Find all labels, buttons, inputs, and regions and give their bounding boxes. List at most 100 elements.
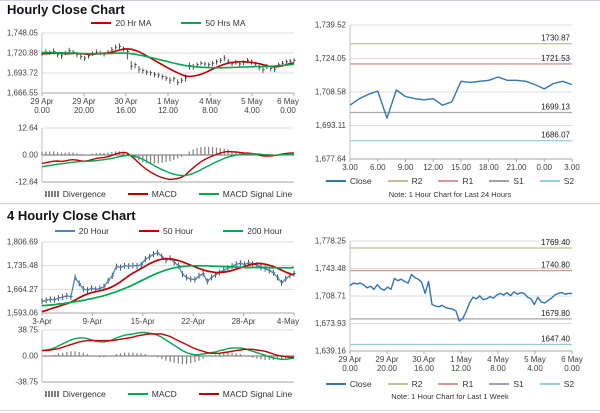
20-hour-swatch-icon <box>54 230 75 232</box>
macd-swatch-icon <box>127 393 148 395</box>
r1-swatch-icon <box>438 180 459 182</box>
divergence-bar <box>122 151 125 155</box>
legend-item-s2: S2 <box>539 176 575 186</box>
x-axis-tick-label: 28-Apr <box>232 317 256 326</box>
macd-line <box>41 331 295 361</box>
legend-item-20-hr-ma: 20 Hr MA <box>91 18 151 28</box>
divergence-bar <box>41 356 43 357</box>
pivot-week-legend: Close R2 R1 S1 S2 <box>320 379 580 389</box>
x-axis-tick-label: 6 May <box>277 97 299 106</box>
pivot-24h-note: Note: 1 Hour Chart for Last 24 Hours <box>388 190 512 199</box>
divergence-bar <box>210 355 212 356</box>
x-axis-tick-label: 29 Apr <box>338 355 361 364</box>
macd-swatch-icon <box>127 193 148 195</box>
legend-label: MACD Signal Line <box>222 389 293 399</box>
close-swatch-icon <box>325 383 346 385</box>
legend-item-s1: S1 <box>489 176 524 186</box>
divergence-bar <box>144 353 146 356</box>
x-axis-tick-label: 12.00 <box>451 364 472 373</box>
x-axis-tick-label: 16.00 <box>116 106 137 115</box>
200-hour-line <box>41 264 295 307</box>
divergence-bar <box>200 147 202 155</box>
20-hr-ma-swatch-icon <box>91 22 112 24</box>
x-axis-tick-label: 29 Apr <box>72 97 95 106</box>
x-axis-tick-label: 0.00 <box>536 163 552 172</box>
divergence-bar <box>103 356 105 358</box>
divergence-bar <box>53 151 55 155</box>
divergence-bar <box>86 353 89 356</box>
x-axis-tick-label: 8.00 <box>202 106 218 115</box>
divergence-bar <box>281 356 283 360</box>
x-axis-tick-label: 16.00 <box>414 364 435 373</box>
pivot-label-s1: 1699.13 <box>541 102 570 111</box>
legend-item-r1: R1 <box>438 379 473 389</box>
x-axis-tick-label: 30 Apr <box>412 355 435 364</box>
pivot-week-chart-canvas: 1,778.25 1,743.48 1,708.71 1,673.93 1,639.16… <box>315 237 583 374</box>
four-hourly-close-chart-panel: 1,806.69 1,735.48 1,664.27 1,593.06 3-Apr 9-A… <box>0 203 300 413</box>
divergence-bar <box>252 356 254 359</box>
divergence-bar <box>185 356 188 365</box>
x-axis-tick-label: 1 May <box>450 355 472 364</box>
x-axis-tick-label: 12.00 <box>158 106 179 115</box>
divergence-bar <box>107 356 109 357</box>
divergence-bar <box>235 353 237 356</box>
divergence-bar <box>111 355 113 356</box>
legend-label: Divergence <box>62 189 106 199</box>
s2-swatch-icon <box>539 383 560 385</box>
divergence-bar <box>169 356 171 363</box>
pivot-label-s2: 1686.07 <box>541 131 570 140</box>
divergence-bar <box>82 352 84 356</box>
close-line <box>349 273 572 322</box>
divergence-bar <box>60 152 62 155</box>
divergence-bar <box>198 356 200 361</box>
s1-swatch-icon <box>489 383 510 385</box>
divergence-bar <box>80 154 82 155</box>
divergence-bar <box>173 155 175 160</box>
x-axis-tick-label: 8.00 <box>490 364 506 373</box>
divergence-bar <box>208 146 210 155</box>
y-axis-tick-label: 1,639.16 <box>315 347 347 356</box>
divergence-bar <box>180 155 183 157</box>
divergence-bar <box>74 351 76 356</box>
x-axis-tick-label: 5 May <box>241 97 263 106</box>
pivot-label-r1: 1721.53 <box>541 54 570 63</box>
legend-item-50-hrs-ma: 50 Hrs MA <box>181 18 246 28</box>
divergence-bar <box>99 356 101 358</box>
x-axis-tick-label: 3.00 <box>564 163 580 172</box>
divergence-swatch-icon <box>44 191 59 197</box>
legend-item-r2: R2 <box>387 379 422 389</box>
legend-label: R1 <box>462 176 474 186</box>
y-axis-tick-label: 0.00 <box>22 151 38 160</box>
pivot-24h-chart-panel: 1,739.52 1,724.05 1,708.58 1,693.11 1,677.64… <box>300 0 600 203</box>
legend-label: R1 <box>462 379 474 389</box>
x-axis-tick-label: 5 May <box>524 355 546 364</box>
x-axis-tick-label: 9.00 <box>398 163 414 172</box>
divergence-bar <box>45 355 47 356</box>
divergence-bar <box>87 154 90 155</box>
pivot-24h-legend: Close R2 R1 S1 S2 <box>320 176 580 186</box>
legend-label: S2 <box>563 176 575 186</box>
legend-label: Divergence <box>62 389 106 399</box>
200-hour-swatch-icon <box>223 230 244 232</box>
divergence-bar <box>107 152 109 155</box>
hourly-ma-legend: 20 Hr MA 50 Hrs MA <box>42 18 295 28</box>
x-axis-tick-label: 0.00 <box>564 364 580 373</box>
divergence-bar <box>95 152 97 155</box>
divergence-bar <box>115 353 117 356</box>
divergence-bar <box>49 151 51 155</box>
four-hourly-chart-canvas: 1,806.69 1,735.48 1,664.27 1,593.063-Apr 9-A… <box>7 238 299 387</box>
x-axis-tick-label: 15.00 <box>451 163 472 172</box>
divergence-bar <box>247 356 250 357</box>
divergence-bar <box>78 351 80 356</box>
divergence-bar <box>70 351 72 356</box>
divergence-bar <box>68 152 70 155</box>
y-axis-tick-label: 0.00 <box>22 352 38 361</box>
legend-item-s2: S2 <box>539 379 574 389</box>
divergence-bar <box>173 356 175 363</box>
pivot-week-note: Note: 1 Hour Chart for Last 1 Week <box>391 392 509 401</box>
legend-item-200-hour: 200 Hour <box>223 226 282 236</box>
divergence-bar <box>223 353 225 356</box>
x-axis-tick-label: 4.00 <box>244 106 260 115</box>
